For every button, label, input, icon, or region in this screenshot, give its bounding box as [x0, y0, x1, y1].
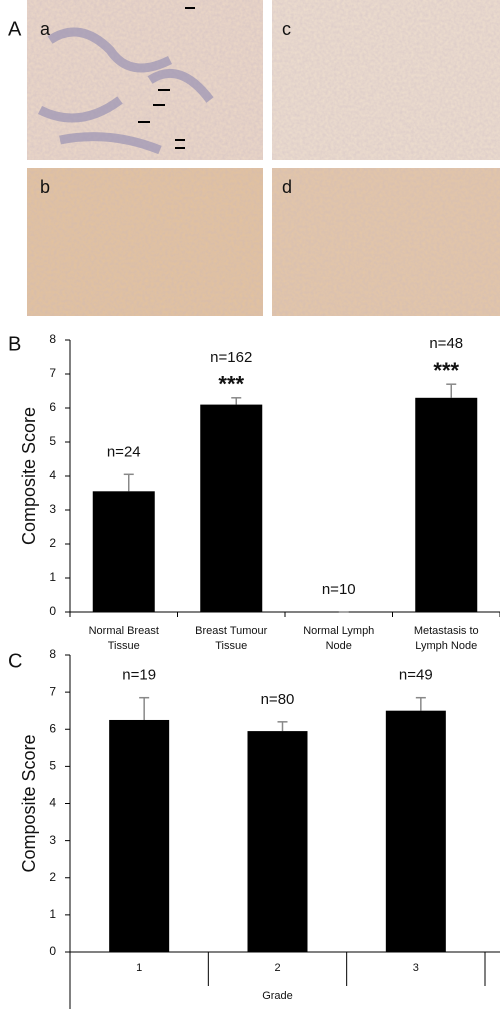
- x-tick-label: Normal Lymph Node: [303, 625, 375, 652]
- x-tick-label: 1: [136, 962, 142, 974]
- x-tick-label: 3: [413, 962, 419, 974]
- x-tick-label: Breast Tumour Tissue: [195, 625, 268, 652]
- y-tick-label: 8: [49, 332, 56, 346]
- y-tick-label: 4: [49, 796, 56, 810]
- n-label: n=49: [399, 667, 433, 684]
- y-tick-label: 7: [49, 366, 56, 380]
- y-tick-label: 3: [49, 833, 56, 847]
- y-tick-label: 2: [49, 536, 56, 550]
- bar: [92, 491, 155, 612]
- image-label: c: [282, 19, 291, 39]
- x-tick-label: Normal Breast Tissue: [88, 625, 159, 652]
- panel-label: B: [8, 333, 21, 355]
- panel-label: A: [8, 18, 22, 40]
- y-tick-label: 3: [49, 502, 56, 516]
- significance: ***: [433, 358, 459, 383]
- y-tick-label: 1: [49, 907, 56, 921]
- micrograph-b: b: [27, 168, 263, 316]
- micrograph-a: a: [27, 0, 263, 160]
- bar: [109, 719, 170, 952]
- n-label: n=48: [429, 335, 463, 352]
- image-label: a: [40, 19, 51, 39]
- y-tick-label: 6: [49, 721, 56, 735]
- n-label: n=10: [322, 581, 356, 598]
- n-label: n=24: [107, 443, 141, 460]
- bar: [200, 404, 263, 612]
- y-axis-label: Composite Score: [19, 734, 39, 872]
- significance: ***: [218, 372, 244, 397]
- n-label: n=80: [261, 691, 295, 708]
- image-label: b: [40, 177, 50, 197]
- n-label: n=19: [122, 667, 156, 684]
- bar: [415, 397, 478, 612]
- y-axis-label: Composite Score: [19, 407, 39, 545]
- bar: [247, 731, 308, 952]
- y-tick-label: 5: [49, 759, 56, 773]
- y-tick-label: 0: [49, 944, 56, 958]
- x-axis-label: Grade: [262, 990, 293, 1002]
- bar: [385, 710, 446, 952]
- y-tick-label: 0: [49, 604, 56, 618]
- n-label: n=162: [210, 349, 252, 366]
- y-tick-label: 4: [49, 468, 56, 482]
- y-tick-label: 6: [49, 400, 56, 414]
- x-tick-label: Metastasis to Lymph Node: [413, 625, 479, 652]
- y-tick-label: 1: [49, 570, 56, 584]
- micrograph-c: c: [272, 0, 500, 160]
- x-tick-label: 2: [274, 962, 280, 974]
- y-tick-label: 7: [49, 684, 56, 698]
- y-tick-label: 8: [49, 647, 56, 661]
- image-label: d: [282, 177, 292, 197]
- y-tick-label: 2: [49, 870, 56, 884]
- y-tick-label: 5: [49, 434, 56, 448]
- panel-label: C: [8, 650, 22, 672]
- micrograph-d: d: [272, 168, 500, 316]
